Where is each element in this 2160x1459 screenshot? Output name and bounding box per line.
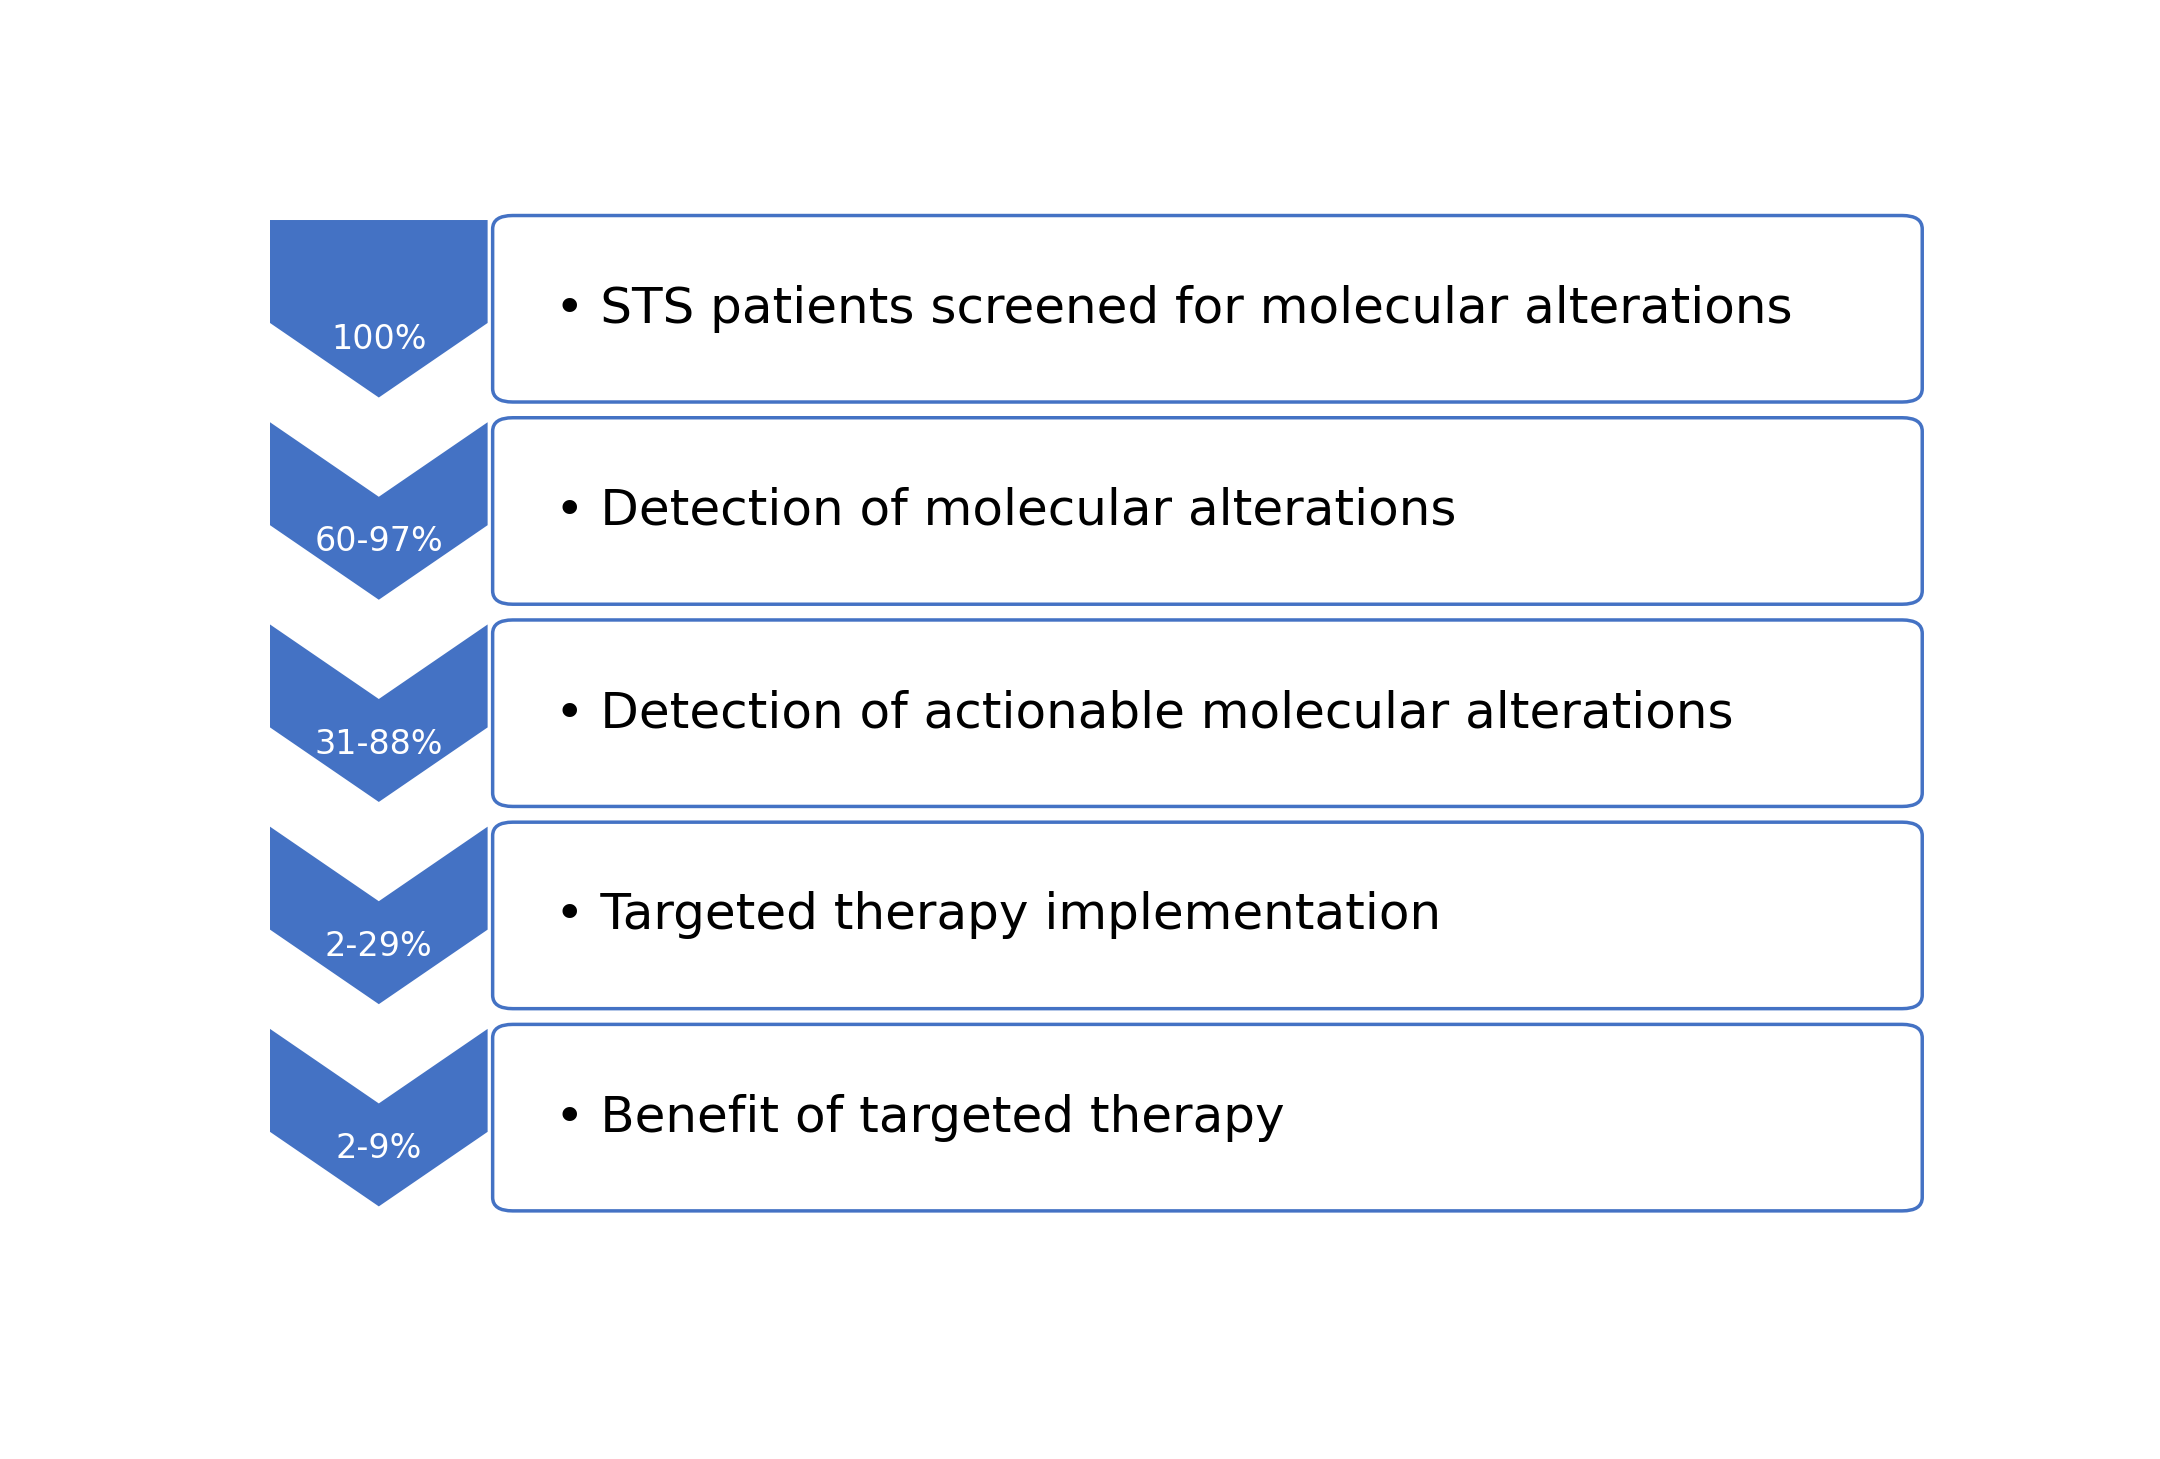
- Text: • Detection of molecular alterations: • Detection of molecular alterations: [555, 487, 1456, 535]
- Polygon shape: [270, 422, 488, 600]
- FancyBboxPatch shape: [492, 216, 1922, 403]
- FancyBboxPatch shape: [492, 620, 1922, 807]
- Text: • Detection of actionable molecular alterations: • Detection of actionable molecular alte…: [555, 689, 1732, 737]
- Polygon shape: [270, 1029, 488, 1207]
- Text: • STS patients screened for molecular alterations: • STS patients screened for molecular al…: [555, 285, 1793, 333]
- FancyBboxPatch shape: [492, 417, 1922, 604]
- Text: • Targeted therapy implementation: • Targeted therapy implementation: [555, 891, 1441, 940]
- Text: 31-88%: 31-88%: [315, 728, 443, 760]
- Text: 100%: 100%: [330, 322, 426, 356]
- Text: • Benefit of targeted therapy: • Benefit of targeted therapy: [555, 1094, 1285, 1141]
- Polygon shape: [270, 220, 488, 397]
- Polygon shape: [270, 624, 488, 802]
- Text: 2-9%: 2-9%: [335, 1132, 421, 1166]
- FancyBboxPatch shape: [492, 823, 1922, 1008]
- Text: 60-97%: 60-97%: [315, 525, 443, 559]
- Text: 2-29%: 2-29%: [324, 929, 432, 963]
- FancyBboxPatch shape: [492, 1024, 1922, 1211]
- Polygon shape: [270, 827, 488, 1004]
